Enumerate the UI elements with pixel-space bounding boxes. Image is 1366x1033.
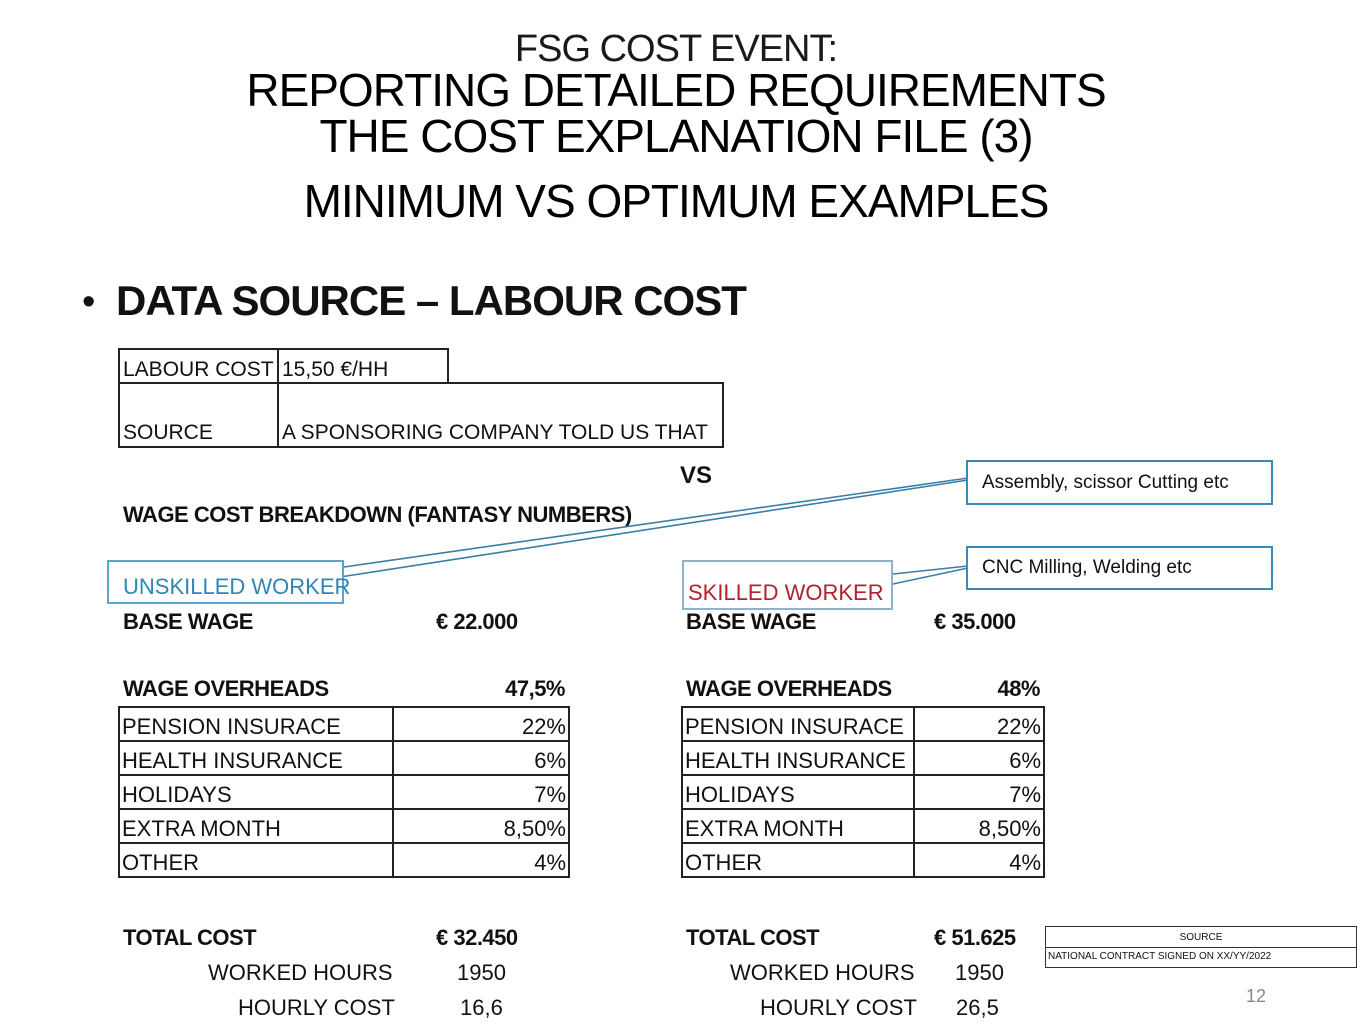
overhead-label: HEALTH INSURANCE — [681, 740, 915, 776]
table-row: HEALTH INSURANCE 6% — [118, 740, 570, 776]
table-row: HOLIDAYS 7% — [681, 774, 1045, 810]
overhead-value: 8,50% — [392, 808, 570, 844]
overhead-value: 22% — [392, 706, 570, 742]
overhead-label: HEALTH INSURANCE — [118, 740, 394, 776]
table-row: EXTRA MONTH 8,50% — [118, 808, 570, 844]
overhead-value: 6% — [913, 740, 1045, 776]
bullet-icon: • — [82, 281, 96, 323]
section-heading: DATA SOURCE – LABOUR COST — [116, 277, 747, 324]
table-row: EXTRA MONTH 8,50% — [681, 808, 1045, 844]
unskilled-hours-value: 1950 — [457, 960, 506, 985]
slide-title-line1: FSG COST EVENT: — [514, 28, 838, 70]
slide-title-line2: REPORTING DETAILED REQUIREMENTS — [246, 64, 1106, 116]
unskilled-overheads-table: PENSION INSURACE 22% HEALTH INSURANCE 6% H… — [118, 706, 570, 878]
table-row: PENSION INSURACE 22% — [681, 706, 1045, 742]
unskilled-base-wage-value: € 22.000 — [436, 609, 518, 634]
page-number: 12 — [1246, 986, 1267, 1006]
overhead-value: 7% — [913, 774, 1045, 810]
skilled-examples-callout: CNC Milling, Welding etc — [966, 546, 1273, 590]
source-value: A SPONSORING COMPANY TOLD US THAT — [277, 382, 724, 448]
unskilled-total-value: € 32.450 — [436, 925, 518, 950]
table-row: HOLIDAYS 7% — [118, 774, 570, 810]
vs-label: VS — [680, 462, 713, 489]
skilled-base-wage-value: € 35.000 — [934, 609, 1016, 634]
unskilled-hourly-label: HOURLY COST — [238, 995, 395, 1020]
unskilled-overheads-total: 47,5% — [505, 676, 565, 701]
skilled-overheads-total: 48% — [997, 676, 1040, 701]
table-row: OTHER 4% — [681, 842, 1045, 878]
unskilled-hours-label: WORKED HOURS — [208, 960, 393, 985]
source-note-value: NATIONAL CONTRACT SIGNED ON XX/YY/2022 — [1048, 951, 1272, 962]
unskilled-overheads-label: WAGE OVERHEADS — [123, 676, 329, 701]
skilled-base-wage-label: BASE WAGE — [686, 609, 816, 634]
skilled-worker-label: SKILLED WORKER — [682, 560, 893, 610]
overhead-value: 7% — [392, 774, 570, 810]
unskilled-total-label: TOTAL COST — [123, 925, 257, 950]
overhead-label: OTHER — [681, 842, 915, 878]
unskilled-worker-label: UNSKILLED WORKER — [107, 560, 350, 604]
overhead-label: EXTRA MONTH — [681, 808, 915, 844]
source-note-box: SOURCE NATIONAL CONTRACT SIGNED ON XX/YY… — [1045, 926, 1357, 968]
slide-title-line3: THE COST EXPLANATION FILE (3) — [319, 110, 1033, 162]
overhead-label: PENSION INSURACE — [118, 706, 394, 742]
table-row: OTHER 4% — [118, 842, 570, 878]
unskilled-examples-callout: Assembly, scissor Cutting etc — [966, 460, 1273, 505]
overhead-label: EXTRA MONTH — [118, 808, 394, 844]
skilled-total-value: € 51.625 — [934, 925, 1016, 950]
overhead-value: 4% — [913, 842, 1045, 878]
table-row: PENSION INSURACE 22% — [118, 706, 570, 742]
overhead-value: 22% — [913, 706, 1045, 742]
skilled-hourly-value: 26,5 — [956, 995, 999, 1020]
skilled-hours-label: WORKED HOURS — [730, 960, 915, 985]
overhead-label: HOLIDAYS — [681, 774, 915, 810]
source-note-label: SOURCE — [1046, 927, 1356, 948]
wage-breakdown-title: WAGE COST BREAKDOWN (FANTASY NUMBERS) — [123, 502, 632, 527]
unskilled-hourly-value: 16,6 — [460, 995, 503, 1020]
overhead-value: 6% — [392, 740, 570, 776]
overhead-label: HOLIDAYS — [118, 774, 394, 810]
skilled-hourly-label: HOURLY COST — [760, 995, 917, 1020]
overhead-label: PENSION INSURACE — [681, 706, 915, 742]
slide-title-line4: MINIMUM VS OPTIMUM EXAMPLES — [303, 175, 1050, 227]
skilled-total-label: TOTAL COST — [686, 925, 820, 950]
overhead-value: 4% — [392, 842, 570, 878]
table-row: HEALTH INSURANCE 6% — [681, 740, 1045, 776]
overhead-label: OTHER — [118, 842, 394, 878]
overhead-value: 8,50% — [913, 808, 1045, 844]
unskilled-base-wage-label: BASE WAGE — [123, 609, 253, 634]
skilled-hours-value: 1950 — [955, 960, 1004, 985]
skilled-overheads-table: PENSION INSURACE 22% HEALTH INSURANCE 6% H… — [681, 706, 1045, 878]
skilled-overheads-label: WAGE OVERHEADS — [686, 676, 892, 701]
